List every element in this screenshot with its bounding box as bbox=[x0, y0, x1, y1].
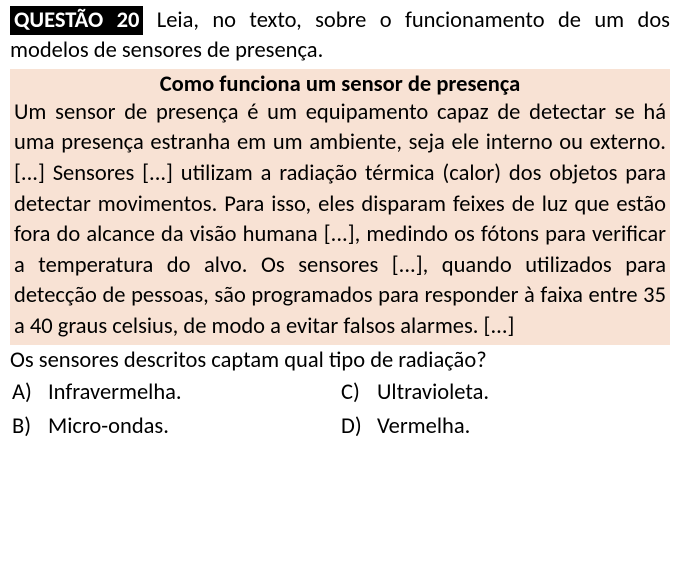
option-c-text: Ultravioleta. bbox=[377, 376, 489, 410]
option-b[interactable]: B) Micro-ondas. bbox=[12, 410, 341, 444]
option-b-letter: B) bbox=[12, 410, 42, 444]
option-c[interactable]: C) Ultravioleta. bbox=[341, 376, 670, 410]
options-grid: A) Infravermelha. C) Ultravioleta. B) Mi… bbox=[10, 376, 670, 444]
option-a[interactable]: A) Infravermelha. bbox=[12, 376, 341, 410]
option-d[interactable]: D) Vermelha. bbox=[341, 410, 670, 444]
option-a-letter: A) bbox=[12, 376, 42, 410]
question-badge: QUESTÃO 20 bbox=[10, 6, 143, 35]
question-stem: Os sensores descritos captam qual tipo d… bbox=[10, 345, 670, 376]
passage-body: Um sensor de presença é um equipamento c… bbox=[10, 98, 670, 345]
passage-title: Como funciona um sensor de presença bbox=[10, 69, 670, 98]
question-lead: QUESTÃO 20 Leia, no texto, sobre o funci… bbox=[10, 6, 670, 67]
option-d-text: Vermelha. bbox=[377, 410, 470, 444]
option-b-text: Micro-ondas. bbox=[48, 410, 169, 444]
option-c-letter: C) bbox=[341, 376, 371, 410]
option-a-text: Infravermelha. bbox=[48, 376, 182, 410]
option-d-letter: D) bbox=[341, 410, 371, 444]
